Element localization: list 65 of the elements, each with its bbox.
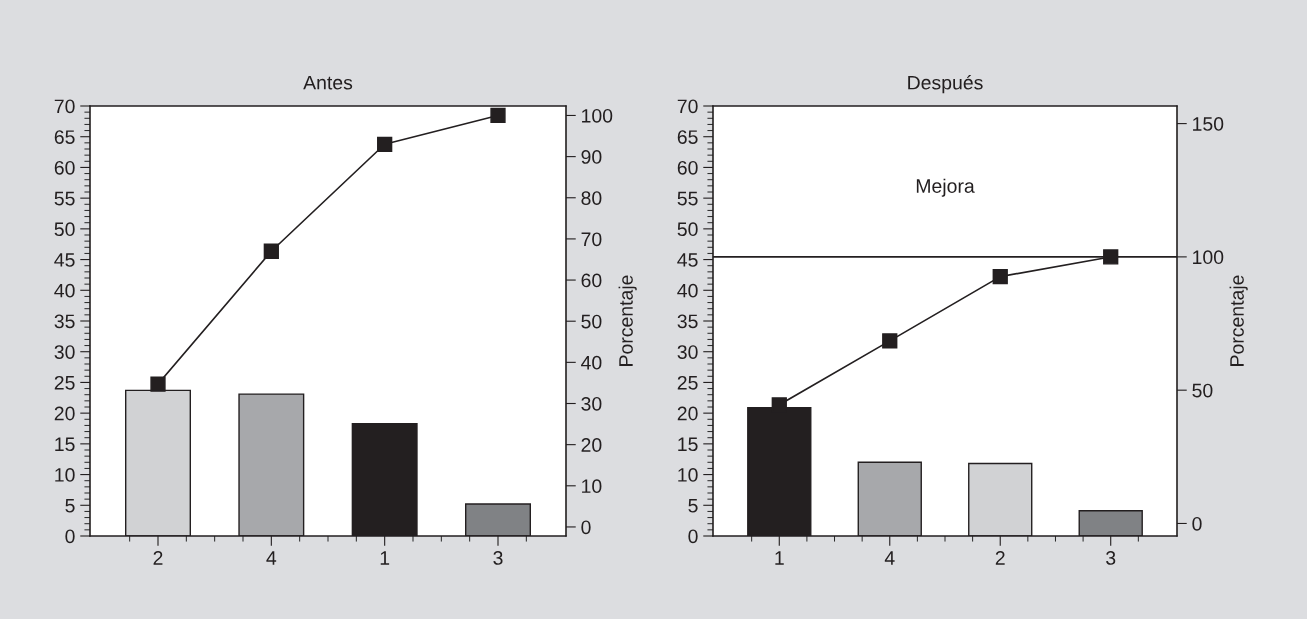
y2-tick-label: 50 xyxy=(581,314,602,329)
y-tick-label: 20 xyxy=(677,406,698,421)
x-tick-label: 4 xyxy=(884,551,895,565)
y-tick-label: 55 xyxy=(677,191,698,206)
y-tick-label: 50 xyxy=(54,222,75,237)
point xyxy=(490,107,506,124)
y-tick-label: 15 xyxy=(55,437,75,452)
y2-tick-label: 60 xyxy=(581,273,602,288)
y-tick-label: 70 xyxy=(54,99,75,114)
y-tick-label: 70 xyxy=(677,99,698,114)
y-tick-label: 40 xyxy=(677,283,698,298)
y-tick-label: 55 xyxy=(54,191,75,206)
y2-tick-label: 20 xyxy=(581,438,602,452)
y2-tick-label: 150 xyxy=(1193,117,1224,131)
y-tick-label: 15 xyxy=(678,437,698,452)
x-tick-label: 2 xyxy=(995,551,1005,565)
y-tick-label: 65 xyxy=(677,130,698,144)
y-tick-label: 10 xyxy=(678,468,698,482)
x-tick-label: 3 xyxy=(1106,551,1116,565)
y2-tick-label: 100 xyxy=(1193,250,1224,265)
chart-title: Antes xyxy=(303,75,353,90)
y2-axis-title: Porcentaje xyxy=(618,275,637,366)
y-tick-label: 40 xyxy=(54,283,75,298)
point xyxy=(882,333,898,349)
chart-title: Después xyxy=(908,75,983,94)
y-tick-label: 65 xyxy=(54,130,75,144)
x-tick-label: 3 xyxy=(493,551,503,565)
y2-tick-label: 100 xyxy=(582,108,613,123)
y2-tick-label: 10 xyxy=(582,479,602,494)
y2-tick-label: 50 xyxy=(1192,383,1213,398)
y-tick-label: 0 xyxy=(65,529,75,544)
y2-tick-label: 40 xyxy=(581,355,602,370)
y-tick-label: 5 xyxy=(688,498,698,513)
point xyxy=(1103,249,1119,265)
annotation: Mejora xyxy=(916,178,975,197)
y-tick-label: 45 xyxy=(54,253,75,267)
point xyxy=(992,268,1008,285)
y-tick-label: 30 xyxy=(677,345,698,359)
y-tick-label: 50 xyxy=(677,222,698,237)
point xyxy=(377,136,393,152)
x-tick-label: 2 xyxy=(153,551,163,565)
y2-tick-label: 90 xyxy=(581,150,602,164)
x-tick-label: 1 xyxy=(380,551,390,565)
y2-tick-label: 30 xyxy=(581,396,602,411)
y-tick-label: 35 xyxy=(677,314,698,329)
y-tick-label: 35 xyxy=(54,314,75,329)
point xyxy=(150,376,166,392)
y-tick-label: 30 xyxy=(54,345,75,359)
y-tick-label: 60 xyxy=(677,160,698,175)
y-tick-label: 20 xyxy=(54,406,75,421)
y-tick-label: 60 xyxy=(54,160,75,175)
x-tick-label: 4 xyxy=(266,551,277,565)
x-tick-label: 1 xyxy=(775,551,784,565)
y2-tick-label: 0 xyxy=(581,520,591,535)
y2-tick-label: 70 xyxy=(581,232,602,247)
y-tick-label: 10 xyxy=(55,468,75,482)
point xyxy=(263,243,279,259)
y-tick-label: 25 xyxy=(54,375,75,390)
y2-tick-label: 0 xyxy=(1192,516,1202,531)
y-tick-label: 45 xyxy=(677,253,698,267)
y-tick-label: 5 xyxy=(65,498,75,513)
y2-axis-title: Porcentaje xyxy=(1229,275,1248,366)
y-tick-label: 0 xyxy=(688,529,698,544)
y-tick-label: 25 xyxy=(677,375,698,390)
y2-tick-label: 80 xyxy=(581,191,602,205)
